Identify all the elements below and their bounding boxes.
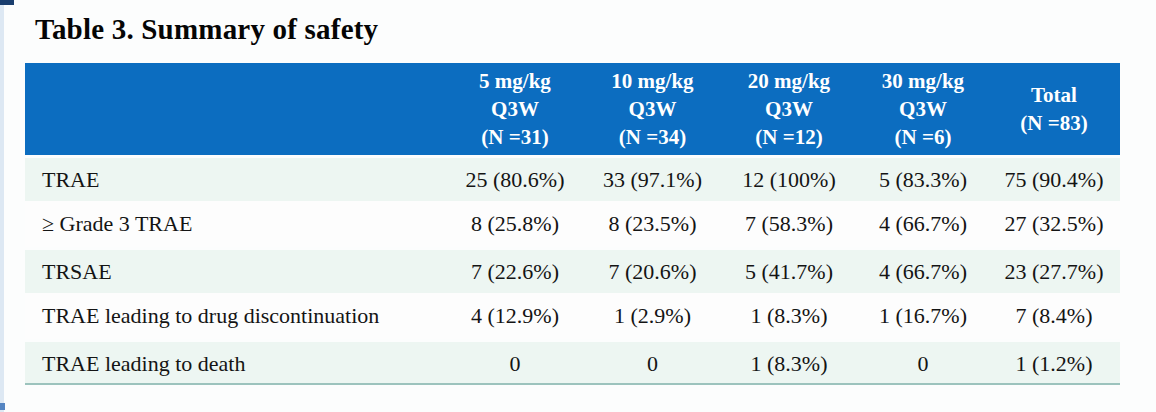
table-row-trae-discontinuation: TRAE leading to drug discontinuation 4 (… [25,293,1120,339]
table-cell: 7 (22.6%) [445,250,585,293]
bottom-left-edge-artifact [0,403,5,410]
row-label: TRSAE [25,250,445,293]
table-cell: 75 (90.4%) [988,158,1120,201]
table-cell: 1 (2.9%) [585,293,720,339]
table-cell: 7 (20.6%) [585,250,720,293]
table-title: Table 3. Summary of safety [35,13,378,46]
table-cell: 7 (58.3%) [720,201,858,247]
row-label: TRAE leading to death [25,342,445,385]
table-cell: 5 (83.3%) [858,158,988,201]
table-cell: 0 [858,342,988,385]
row-label: TRAE leading to drug discontinuation [25,293,445,339]
table-cell: 1 (8.3%) [720,293,858,339]
left-edge-artifact [0,0,4,412]
table-row-trsae: TRSAE 7 (22.6%) 7 (20.6%) 5 (41.7%) 4 (6… [25,247,1120,293]
table-row-trae-death: TRAE leading to death 0 0 1 (8.3%) 0 1 (… [25,339,1120,385]
table-cell: 33 (97.1%) [585,158,720,201]
header-cell-row-label [25,63,445,155]
table-cell: 1 (1.2%) [988,342,1120,385]
table-row-trae: TRAE 25 (80.6%) 33 (97.1%) 12 (100%) 5 (… [25,155,1120,201]
header-cell-5mgkg: 5 mg/kg Q3W (N =31) [445,63,585,155]
header-cell-total: Total (N =83) [988,63,1120,155]
table-cell: 8 (23.5%) [585,201,720,247]
table-header-row: 5 mg/kg Q3W (N =31) 10 mg/kg Q3W (N =34)… [25,63,1120,155]
table-cell: 0 [585,342,720,385]
table-cell: 0 [445,342,585,385]
row-label: ≥ Grade 3 TRAE [25,201,445,247]
header-cell-30mgkg: 30 mg/kg Q3W (N =6) [858,63,988,155]
table-cell: 4 (12.9%) [445,293,585,339]
table-cell: 12 (100%) [720,158,858,201]
table-cell: 4 (66.7%) [858,201,988,247]
table-cell: 1 (16.7%) [858,293,988,339]
table-cell: 5 (41.7%) [720,250,858,293]
table-cell: 7 (8.4%) [988,293,1120,339]
table-row-grade3-trae: ≥ Grade 3 TRAE 8 (25.8%) 8 (23.5%) 7 (58… [25,201,1120,247]
header-cell-10mgkg: 10 mg/kg Q3W (N =34) [585,63,720,155]
table-cell: 27 (32.5%) [988,201,1120,247]
table-bottom-rule [25,383,1120,385]
table-cell: 23 (27.7%) [988,250,1120,293]
top-left-edge-artifact [0,0,14,5]
table-cell: 25 (80.6%) [445,158,585,201]
table-cell: 8 (25.8%) [445,201,585,247]
table-cell: 4 (66.7%) [858,250,988,293]
safety-summary-table: 5 mg/kg Q3W (N =31) 10 mg/kg Q3W (N =34)… [25,63,1120,385]
header-cell-20mgkg: 20 mg/kg Q3W (N =12) [720,63,858,155]
table-cell: 1 (8.3%) [720,342,858,385]
row-label: TRAE [25,158,445,201]
